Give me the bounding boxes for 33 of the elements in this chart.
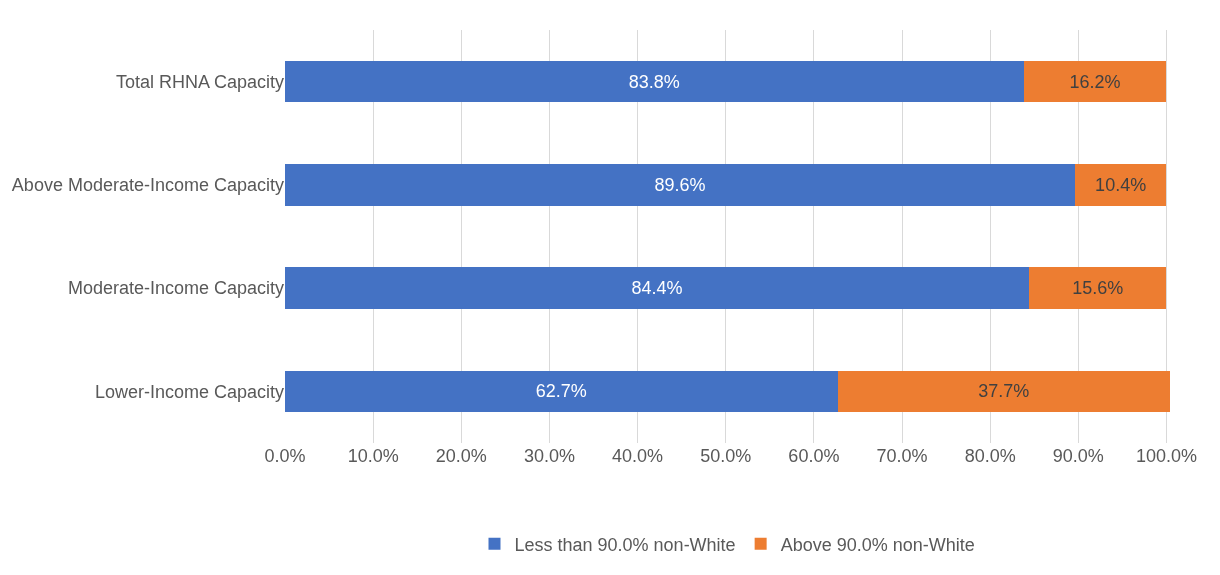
bar [285, 164, 1075, 206]
bar [1074, 164, 1167, 206]
data-label: 84.4% [631, 278, 683, 299]
x-tick-label: 50.0% [700, 446, 752, 466]
data-label: 83.8% [628, 71, 680, 92]
x-tick-label: 80.0% [964, 446, 1016, 466]
y-tick-label: Above Moderate-Income Capacity [11, 175, 284, 196]
legend-label: Less than 90.0% non-White [514, 534, 736, 555]
bar [285, 60, 1024, 103]
bar [1028, 267, 1167, 309]
x-tick-label: 0.0% [264, 446, 306, 466]
x-tick-label: 70.0% [876, 446, 928, 466]
data-label: 62.7% [535, 381, 587, 402]
data-label: 37.7% [978, 381, 1030, 402]
y-tick-label: Total RHNA Capacity [115, 71, 284, 92]
data-label: 15.6% [1072, 278, 1124, 299]
bar [285, 267, 1029, 309]
data-label: 16.2% [1069, 71, 1121, 92]
y-tick-label: Moderate-Income Capacity [67, 278, 284, 299]
x-tick-label: 10.0% [347, 446, 399, 466]
data-label: 10.4% [1095, 174, 1147, 195]
x-tick-label: 100.0% [1135, 446, 1197, 466]
legend-label: Above 90.0% non-White [780, 534, 975, 555]
x-tick-label: 40.0% [612, 446, 664, 466]
bar [1023, 60, 1167, 103]
x-tick-label: 90.0% [1052, 446, 1104, 466]
y-tick-label: Lower-Income Capacity [94, 381, 284, 402]
x-tick-label: 30.0% [523, 446, 575, 466]
data-label: 89.6% [654, 174, 706, 195]
x-tick-label: 60.0% [788, 446, 840, 466]
bar [837, 370, 1170, 413]
x-tick-label: 20.0% [435, 446, 487, 466]
bar [285, 370, 838, 413]
